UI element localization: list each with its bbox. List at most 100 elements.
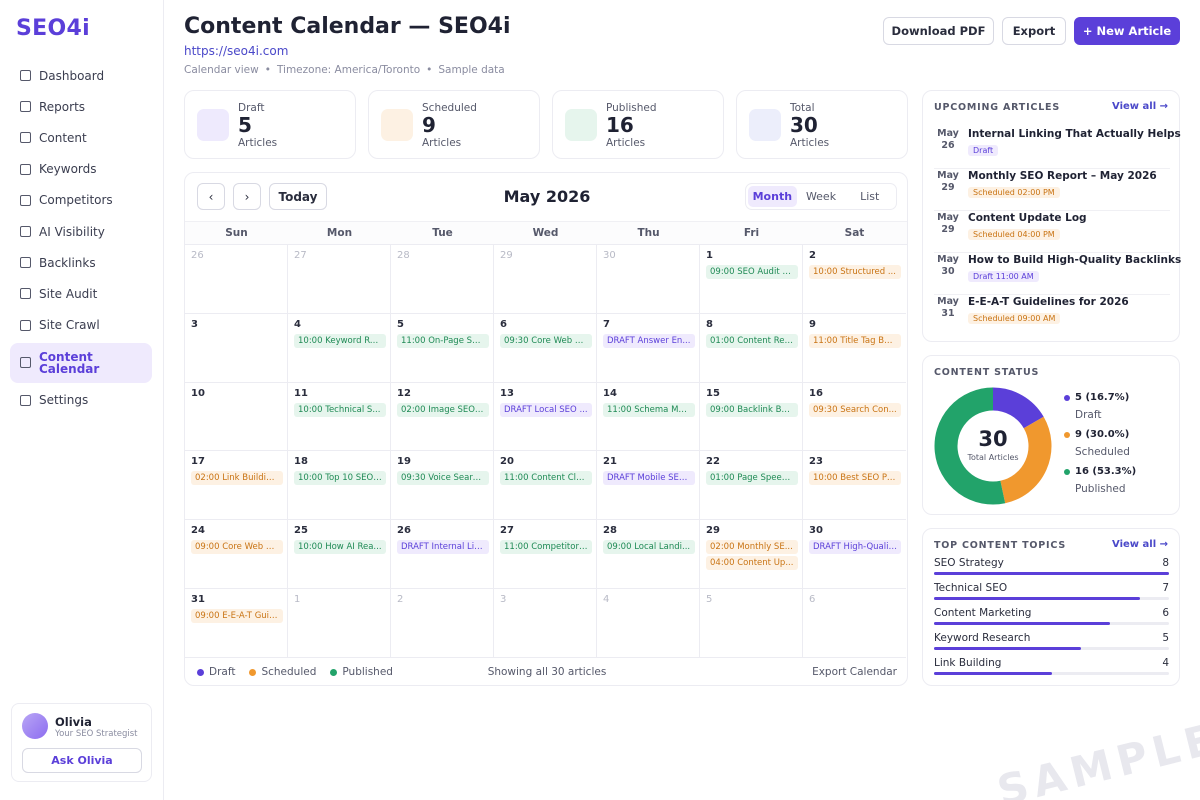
- calendar-event-draft[interactable]: DRAFT Internal Lin...: [397, 540, 489, 555]
- calendar-day[interactable]: 28: [391, 245, 494, 314]
- upcoming-article[interactable]: May 26 Internal Linking That Actually Help…: [934, 127, 1181, 169]
- sidebar-item-site-audit[interactable]: Site Audit: [10, 278, 152, 309]
- calendar-event-scheduled[interactable]: 02:00 Link Buildin...: [191, 471, 283, 486]
- sidebar-item-reports[interactable]: Reports: [10, 91, 152, 122]
- calendar-day[interactable]: 29 02:00 Monthly SE... 04:00 Content Up...: [700, 520, 803, 589]
- sidebar-item-backlinks[interactable]: Backlinks: [10, 247, 152, 278]
- calendar-day[interactable]: 30 DRAFT High-Qualit...: [803, 520, 906, 589]
- view-list-button[interactable]: List: [860, 190, 880, 203]
- calendar-event-scheduled[interactable]: 04:00 Content Up...: [706, 556, 798, 571]
- sidebar-item-settings[interactable]: Settings: [10, 385, 152, 416]
- calendar-event-published[interactable]: 01:00 Content Ref...: [706, 333, 798, 348]
- calendar-event-published[interactable]: 11:00 On-Page SE...: [397, 333, 489, 348]
- calendar-event-published[interactable]: 09:00 Backlink Bui...: [706, 402, 798, 417]
- calendar-day[interactable]: 19 09:30 Voice Searc...: [391, 451, 494, 521]
- next-month-button[interactable]: ›: [233, 183, 261, 210]
- calendar-day[interactable]: 2 10:00 Structured ...: [803, 245, 906, 314]
- calendar-event-published[interactable]: 10:00 Top 10 SEO ...: [294, 471, 386, 486]
- calendar-day[interactable]: 20 11:00 Content Clu...: [494, 451, 597, 521]
- calendar-event-scheduled[interactable]: 10:00 Best SEO Pr...: [809, 471, 901, 486]
- calendar-day[interactable]: 14 11:00 Schema Ma...: [597, 382, 700, 452]
- calendar-day[interactable]: 21 DRAFT Mobile SEO...: [597, 451, 700, 521]
- upcoming-article[interactable]: May 29 Content Update Log Scheduled 04:00 P…: [934, 211, 1170, 253]
- calendar-event-scheduled[interactable]: 02:00 Monthly SE...: [706, 540, 798, 555]
- today-button[interactable]: Today: [269, 183, 327, 210]
- sidebar-item-content[interactable]: Content: [10, 122, 152, 153]
- calendar-day[interactable]: 4 10:00 Keyword Re...: [288, 313, 391, 383]
- calendar-day[interactable]: 4: [597, 588, 700, 658]
- calendar-day[interactable]: 18 10:00 Top 10 SEO ...: [288, 451, 391, 521]
- calendar-event-published[interactable]: 02:00 Image SEO: ...: [397, 402, 489, 417]
- sidebar-item-keywords[interactable]: Keywords: [10, 154, 152, 185]
- calendar-event-published[interactable]: 09:00 SEO Audit C...: [706, 265, 798, 279]
- calendar-day[interactable]: 27 11:00 Competitor ...: [494, 520, 597, 589]
- topics-view-all-link[interactable]: View all →: [1112, 539, 1168, 550]
- calendar-event-published[interactable]: 01:00 Page Speed...: [706, 471, 798, 486]
- calendar-event-scheduled[interactable]: 09:00 E-E-A-T Guid...: [191, 608, 283, 623]
- sidebar-item-competitors[interactable]: Competitors: [10, 185, 152, 216]
- calendar-event-published[interactable]: 11:00 Competitor ...: [500, 540, 592, 555]
- upcoming-article[interactable]: May 30 How to Build High-Quality Backlinks…: [934, 253, 1181, 295]
- calendar-day[interactable]: 9 11:00 Title Tag Be...: [803, 314, 906, 383]
- calendar-event-published[interactable]: 10:00 How AI Rea...: [294, 540, 386, 555]
- calendar-day[interactable]: 24 09:00 Core Web Vi...: [185, 520, 288, 589]
- view-month-button[interactable]: Month: [748, 186, 797, 207]
- calendar-event-scheduled[interactable]: 10:00 Structured ...: [809, 265, 901, 279]
- calendar-day[interactable]: 22 01:00 Page Speed...: [700, 451, 803, 521]
- calendar-event-draft[interactable]: DRAFT Mobile SEO...: [603, 471, 695, 486]
- calendar-day[interactable]: 7 DRAFT Answer En...: [597, 313, 700, 383]
- download-pdf-button[interactable]: Download PDF: [883, 17, 994, 45]
- calendar-day[interactable]: 29: [494, 245, 597, 314]
- calendar-day[interactable]: 10: [185, 382, 288, 452]
- sidebar-item-ai-visibility[interactable]: AI Visibility: [10, 216, 152, 247]
- upcoming-view-all-link[interactable]: View all →: [1112, 101, 1168, 112]
- calendar-event-scheduled[interactable]: 09:00 Core Web Vi...: [191, 540, 283, 555]
- calendar-event-published[interactable]: 09:30 Voice Searc...: [397, 471, 489, 486]
- calendar-event-draft[interactable]: DRAFT Answer En...: [603, 333, 695, 348]
- calendar-event-scheduled[interactable]: 09:30 Search Con...: [809, 402, 901, 417]
- calendar-event-published[interactable]: 10:00 Keyword Re...: [294, 333, 386, 348]
- calendar-day[interactable]: 3: [494, 588, 597, 658]
- calendar-event-scheduled[interactable]: 11:00 Title Tag Be...: [809, 333, 901, 348]
- view-week-button[interactable]: Week: [805, 190, 837, 203]
- calendar-event-draft[interactable]: DRAFT High-Qualit...: [809, 540, 901, 555]
- calendar-day[interactable]: 23 10:00 Best SEO Pr...: [803, 451, 906, 521]
- calendar-day[interactable]: 28 09:00 Local Landi...: [597, 520, 700, 589]
- new-article-button[interactable]: + New Article: [1074, 17, 1180, 45]
- calendar-day[interactable]: 30: [597, 245, 700, 314]
- site-url-link[interactable]: https://seo4i.com: [184, 44, 289, 58]
- sidebar-item-content-calendar[interactable]: Content Calendar: [10, 342, 152, 383]
- calendar-day[interactable]: 13 DRAFT Local SEO ...: [494, 382, 597, 452]
- calendar-day[interactable]: 5: [700, 588, 803, 658]
- calendar-day[interactable]: 11 10:00 Technical S...: [288, 382, 391, 452]
- calendar-day[interactable]: 26: [185, 245, 288, 314]
- calendar-event-published[interactable]: 09:30 Core Web Vi...: [500, 333, 592, 348]
- upcoming-article[interactable]: May 31 E-E-A-T Guidelines for 2026 Schedule…: [934, 295, 1170, 337]
- calendar-day[interactable]: 1: [288, 588, 391, 658]
- calendar-event-draft[interactable]: DRAFT Local SEO ...: [500, 402, 592, 417]
- calendar-day[interactable]: 16 09:30 Search Con...: [803, 383, 906, 452]
- export-button[interactable]: Export: [1002, 17, 1066, 45]
- calendar-day[interactable]: 2: [391, 588, 494, 658]
- calendar-day[interactable]: 27: [288, 245, 391, 314]
- calendar-day[interactable]: 31 09:00 E-E-A-T Guid...: [185, 588, 288, 658]
- calendar-day[interactable]: 15 09:00 Backlink Bui...: [700, 382, 803, 452]
- calendar-day[interactable]: 3: [185, 313, 288, 383]
- export-calendar-link[interactable]: Export Calendar: [812, 666, 897, 678]
- sidebar-item-site-crawl[interactable]: Site Crawl: [10, 310, 152, 341]
- ask-olivia-button[interactable]: Ask Olivia: [22, 748, 142, 773]
- calendar-day[interactable]: 12 02:00 Image SEO: ...: [391, 382, 494, 452]
- calendar-event-published[interactable]: 11:00 Content Clu...: [500, 471, 592, 486]
- calendar-day[interactable]: 26 DRAFT Internal Lin...: [391, 520, 494, 589]
- prev-month-button[interactable]: ‹: [197, 183, 225, 210]
- upcoming-article[interactable]: May 29 Monthly SEO Report – May 2026 Schedu…: [934, 169, 1170, 211]
- sidebar-item-dashboard[interactable]: Dashboard: [10, 60, 152, 91]
- calendar-day[interactable]: 25 10:00 How AI Rea...: [288, 520, 391, 589]
- calendar-day[interactable]: 5 11:00 On-Page SE...: [391, 313, 494, 383]
- calendar-event-published[interactable]: 09:00 Local Landi...: [603, 540, 695, 555]
- calendar-day[interactable]: 1 09:00 SEO Audit C...: [700, 245, 803, 314]
- calendar-day[interactable]: 6 09:30 Core Web Vi...: [494, 313, 597, 383]
- calendar-day[interactable]: 8 01:00 Content Ref...: [700, 313, 803, 383]
- calendar-day[interactable]: 17 02:00 Link Buildin...: [185, 451, 288, 521]
- calendar-day[interactable]: 6: [803, 589, 906, 658]
